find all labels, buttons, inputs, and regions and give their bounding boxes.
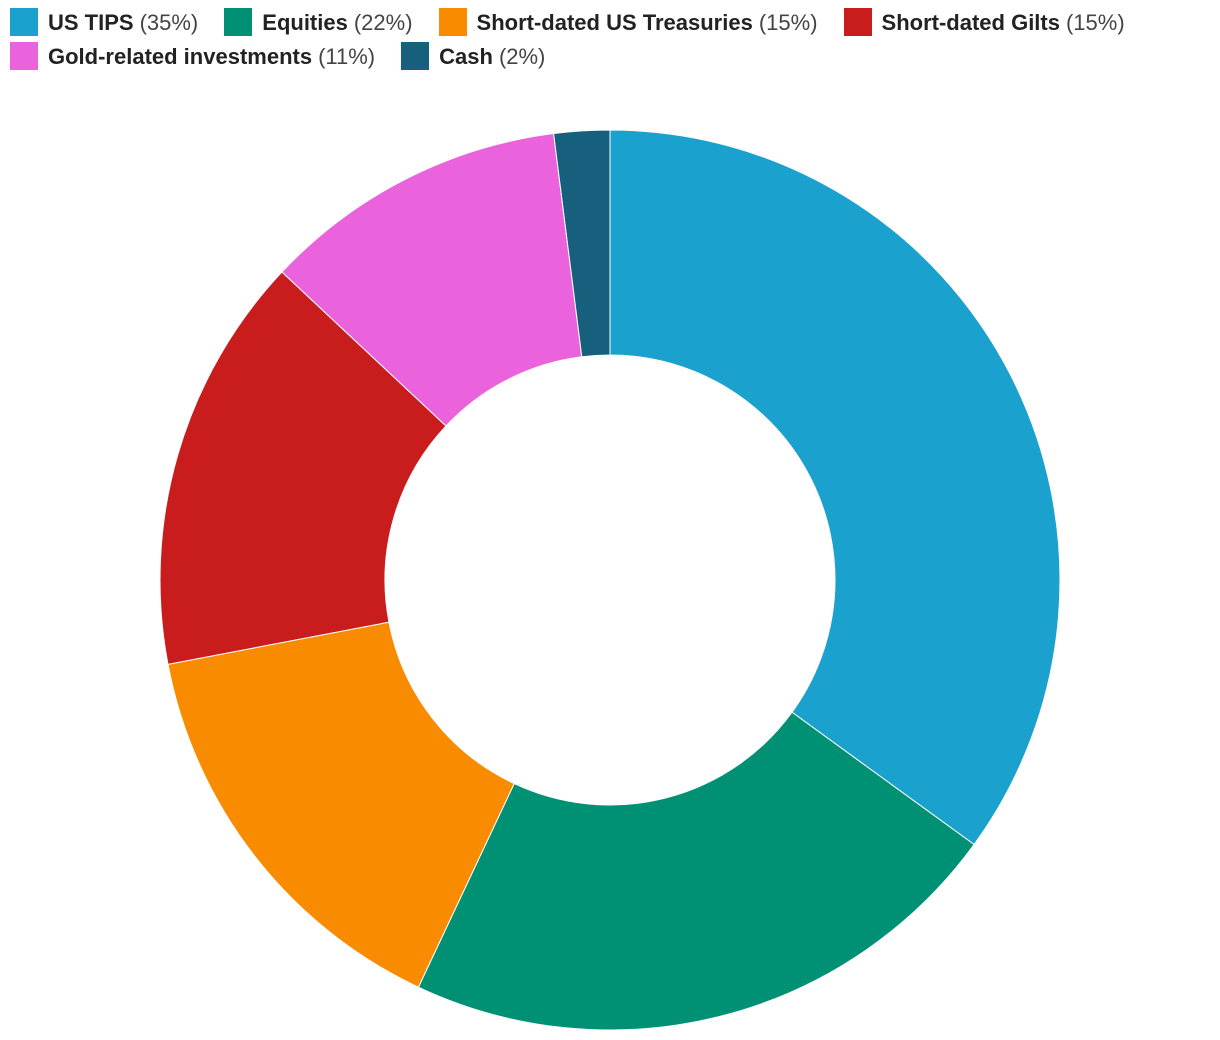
legend-swatch [843,8,872,36]
slice [167,621,515,988]
legend-label: Equities [262,9,348,35]
slice [417,711,975,1031]
slice [281,132,583,427]
legend-label: Gold-related investments [48,43,313,69]
legend-swatch [401,42,430,70]
legend-item: US TIPS (35%) [10,8,198,36]
legend-label: Short-dated Gilts [881,9,1060,35]
legend-label: US TIPS [48,9,134,35]
slice [609,129,1061,846]
legend-value: (15%) [758,9,818,35]
legend-item: Short-dated Gilts (15%) [843,8,1125,36]
legend-label: Cash [439,43,493,69]
legend-swatch [224,8,253,36]
legend-value: (22%) [353,9,413,35]
legend-item: Equities (22%) [224,8,413,36]
slice [159,271,447,665]
legend-value: (2%) [498,43,546,69]
legend-value: (15%) [1065,9,1125,35]
legend: US TIPS (35%) Equities (22%) Short-dated US … [10,8,1200,70]
legend-swatch [10,8,38,36]
legend-item: Gold-related investments (11%) [10,42,375,70]
slice [553,129,611,358]
legend-value: (35%) [139,9,199,35]
legend-item: Short-dated US Treasuries (15%) [438,8,818,36]
legend-value: (11%) [318,43,376,69]
legend-item: Cash (2%) [401,42,545,70]
legend-swatch [10,42,38,70]
legend-label: Short-dated US Treasuries [476,9,753,35]
legend-swatch [438,8,467,36]
